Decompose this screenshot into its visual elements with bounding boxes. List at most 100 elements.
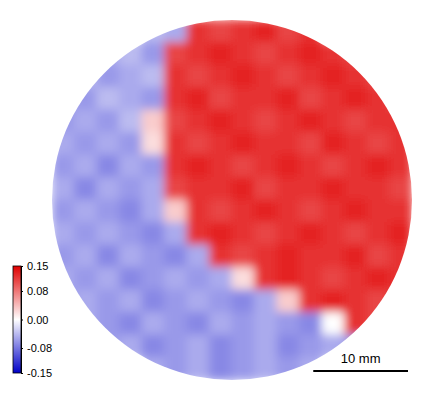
cell [119,132,143,156]
cell [119,222,143,246]
cell [389,132,413,156]
tick: 0.15 [21,260,48,272]
cell [74,87,98,111]
colorbar: 0.150.080.00-0.08-0.15 [13,260,52,379]
cell [277,87,301,111]
cell [209,290,233,314]
cell [119,87,143,111]
cell [322,267,346,291]
cell [97,132,121,156]
cell [344,177,368,201]
cell [164,110,188,134]
cell [164,357,188,381]
cell [97,222,121,246]
cell [367,177,391,201]
cell [367,312,391,336]
cell [187,65,211,89]
cell [299,357,323,381]
cell [74,155,98,179]
cell [367,200,391,224]
cell [299,335,323,359]
cell [232,290,256,314]
cell [232,245,256,269]
tick-mark [21,373,23,374]
cell [119,245,143,269]
cell [142,42,166,66]
cell [97,110,121,134]
cell [142,177,166,201]
cell [367,222,391,246]
cell [299,132,323,156]
cell [254,42,278,66]
cell [187,20,211,44]
cell [187,312,211,336]
cell [277,42,301,66]
cell [299,245,323,269]
cell [97,42,121,66]
cell [389,245,413,269]
cell [74,290,98,314]
cell [209,20,233,44]
cell [299,312,323,336]
cell [232,177,256,201]
cell [344,290,368,314]
cell [74,177,98,201]
tick-label: 0.08 [27,285,48,297]
cell [299,87,323,111]
cell [389,87,413,111]
cell [164,87,188,111]
tick-mark [21,320,23,321]
scale-bar-line [313,370,408,372]
cell [164,312,188,336]
scale-bar: 10 mm [313,351,408,371]
cell [322,132,346,156]
cell [164,132,188,156]
cell [367,87,391,111]
cell [232,335,256,359]
cell [254,290,278,314]
cell [52,245,76,269]
cell [299,155,323,179]
cell [142,87,166,111]
cell [142,267,166,291]
cell [277,312,301,336]
cell [254,357,278,381]
cell [277,177,301,201]
cell [322,155,346,179]
cell [367,132,391,156]
cell [232,20,256,44]
cell [164,20,188,44]
cell [142,222,166,246]
cell [97,245,121,269]
cell [232,155,256,179]
cell [299,267,323,291]
cell [209,245,233,269]
cell [367,65,391,89]
cell [277,200,301,224]
cell [187,335,211,359]
cell [209,222,233,246]
cell [97,335,121,359]
cell [389,290,413,314]
tick: 0.08 [21,285,48,297]
tick-label: 0.15 [27,260,48,272]
cell [52,177,76,201]
cell [74,222,98,246]
cell [97,177,121,201]
cell [209,65,233,89]
cell [367,290,391,314]
cell [277,155,301,179]
cell [142,312,166,336]
cell [52,290,76,314]
cell [119,110,143,134]
cell [119,200,143,224]
cell [389,267,413,291]
cell [52,155,76,179]
cell [299,200,323,224]
cell [142,290,166,314]
cell [344,245,368,269]
cell [322,312,346,336]
cell [52,200,76,224]
cell [164,222,188,246]
cell [164,177,188,201]
